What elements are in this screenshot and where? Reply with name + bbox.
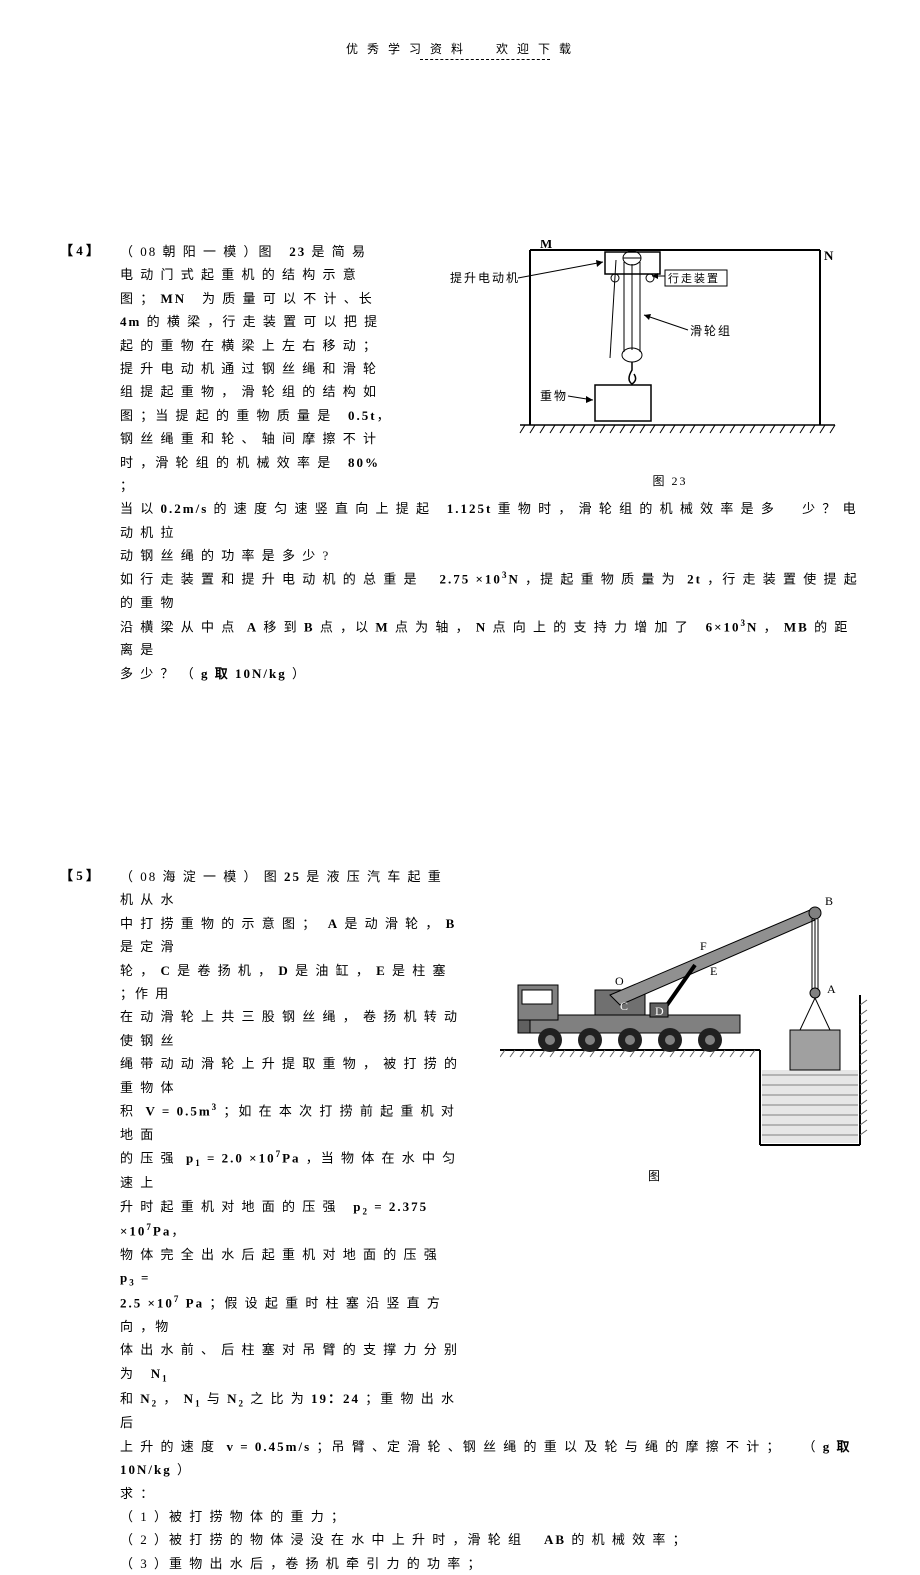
problem-4-text-narrow: （ 08 朝 阳 一 模 ）图 23 是 简 易 电 动 门 式 起 重 机 的… [120, 240, 400, 497]
label-M: M [540, 240, 554, 251]
label-pulley: 滑轮组 [690, 324, 732, 338]
label-F: F [700, 939, 709, 953]
label-A: A [827, 982, 838, 996]
problem-5-text-full: 上 升 的 速 度 v = 0.45m/s ；吊 臂 、定 滑 轮 、钢 丝 绳… [120, 1435, 860, 1575]
label-O: O [615, 974, 626, 988]
problem-4-text-full: 当 以 0.2m/s 的 速 度 匀 速 竖 直 向 上 提 起 1.125t … [120, 497, 860, 685]
gantry-crane-svg: M N [440, 240, 840, 460]
label-N: N [824, 248, 835, 263]
figure-23: M N [440, 240, 840, 493]
label-D: D [655, 1004, 666, 1018]
problem-5-body: O F E C D B A 图 （ 08 海 淀 一 模 ） 图 25 是 液 … [120, 865, 860, 1575]
problem-4: 【 4 】 M N [60, 240, 860, 685]
problem-4-body: M N [120, 240, 860, 685]
label-E: E [710, 964, 719, 978]
problem-4-number: 【 4 】 [60, 240, 120, 685]
header-right: 欢 迎 下 载 [496, 42, 574, 56]
label-B: B [825, 894, 835, 908]
header-left: 优 秀 学 习 资 料 [346, 42, 466, 56]
crane-truck-svg: O F E C D B A [500, 875, 870, 1155]
figure-25: O F E C D B A 图 [500, 875, 870, 1188]
header-underline [420, 59, 550, 60]
label-weight: 重物 [540, 389, 568, 403]
problem-5-number: 【 5 】 [60, 865, 120, 1575]
label-walk: 行走装置 [668, 272, 720, 285]
problem-5: 【 5 】 [60, 865, 860, 1575]
label-C: C [620, 999, 630, 1013]
page-header: 优 秀 学 习 资 料 欢 迎 下 载 [60, 40, 860, 57]
label-motor: 提升电动机 [450, 270, 520, 285]
figure-25-caption: 图 [440, 1166, 870, 1188]
figure-23-caption: 图 23 [500, 471, 840, 493]
problem-5-text-narrow: （ 08 海 淀 一 模 ） 图 25 是 液 压 汽 车 起 重 机 从 水 … [120, 865, 460, 1435]
